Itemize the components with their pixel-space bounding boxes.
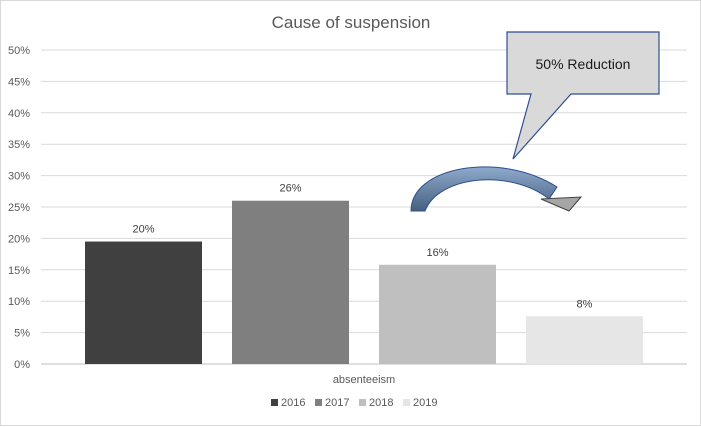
legend-swatch-2018 — [359, 399, 366, 406]
data-label-2016: 20% — [132, 224, 154, 236]
bar-2019 — [526, 316, 643, 364]
y-tick-label: 30% — [8, 171, 30, 183]
data-labels: 20% 26% 16% 8% — [132, 183, 592, 311]
bar-2017 — [232, 200, 349, 364]
callout-text: 50% Reduction — [536, 56, 631, 72]
y-axis-ticks: 0% 5% 10% 15% 20% 25% 30% 35% 40% 45% 50% — [8, 45, 30, 371]
data-label-2018: 16% — [426, 247, 448, 259]
y-tick-label: 50% — [8, 45, 30, 57]
y-tick-label: 45% — [8, 76, 30, 88]
y-tick-label: 10% — [8, 296, 30, 308]
legend-label-2018: 2018 — [369, 397, 393, 409]
bar-2016 — [85, 241, 202, 364]
callout-shape — [506, 31, 660, 160]
legend-swatch-2017 — [315, 399, 322, 406]
bars — [85, 200, 643, 364]
curved-arrow-icon — [410, 166, 583, 212]
y-tick-label: 20% — [8, 233, 30, 245]
y-tick-label: 15% — [8, 265, 30, 277]
y-tick-label: 35% — [8, 139, 30, 151]
y-tick-label: 25% — [8, 202, 30, 214]
legend-label-2019: 2019 — [413, 397, 437, 409]
bar-2018 — [379, 264, 496, 364]
legend: 2016 2017 2018 2019 — [271, 397, 437, 409]
data-label-2017: 26% — [279, 183, 301, 195]
legend-label-2017: 2017 — [325, 397, 349, 409]
chart-title: Cause of suspension — [272, 13, 431, 32]
y-tick-label: 5% — [14, 328, 30, 340]
category-label: absenteeism — [333, 374, 395, 386]
y-tick-label: 0% — [14, 359, 30, 371]
legend-label-2016: 2016 — [281, 397, 305, 409]
y-tick-label: 40% — [8, 108, 30, 120]
legend-swatch-2016 — [271, 399, 278, 406]
callout: 50% Reduction — [506, 31, 660, 160]
data-label-2019: 8% — [577, 298, 593, 310]
legend-swatch-2019 — [403, 399, 410, 406]
